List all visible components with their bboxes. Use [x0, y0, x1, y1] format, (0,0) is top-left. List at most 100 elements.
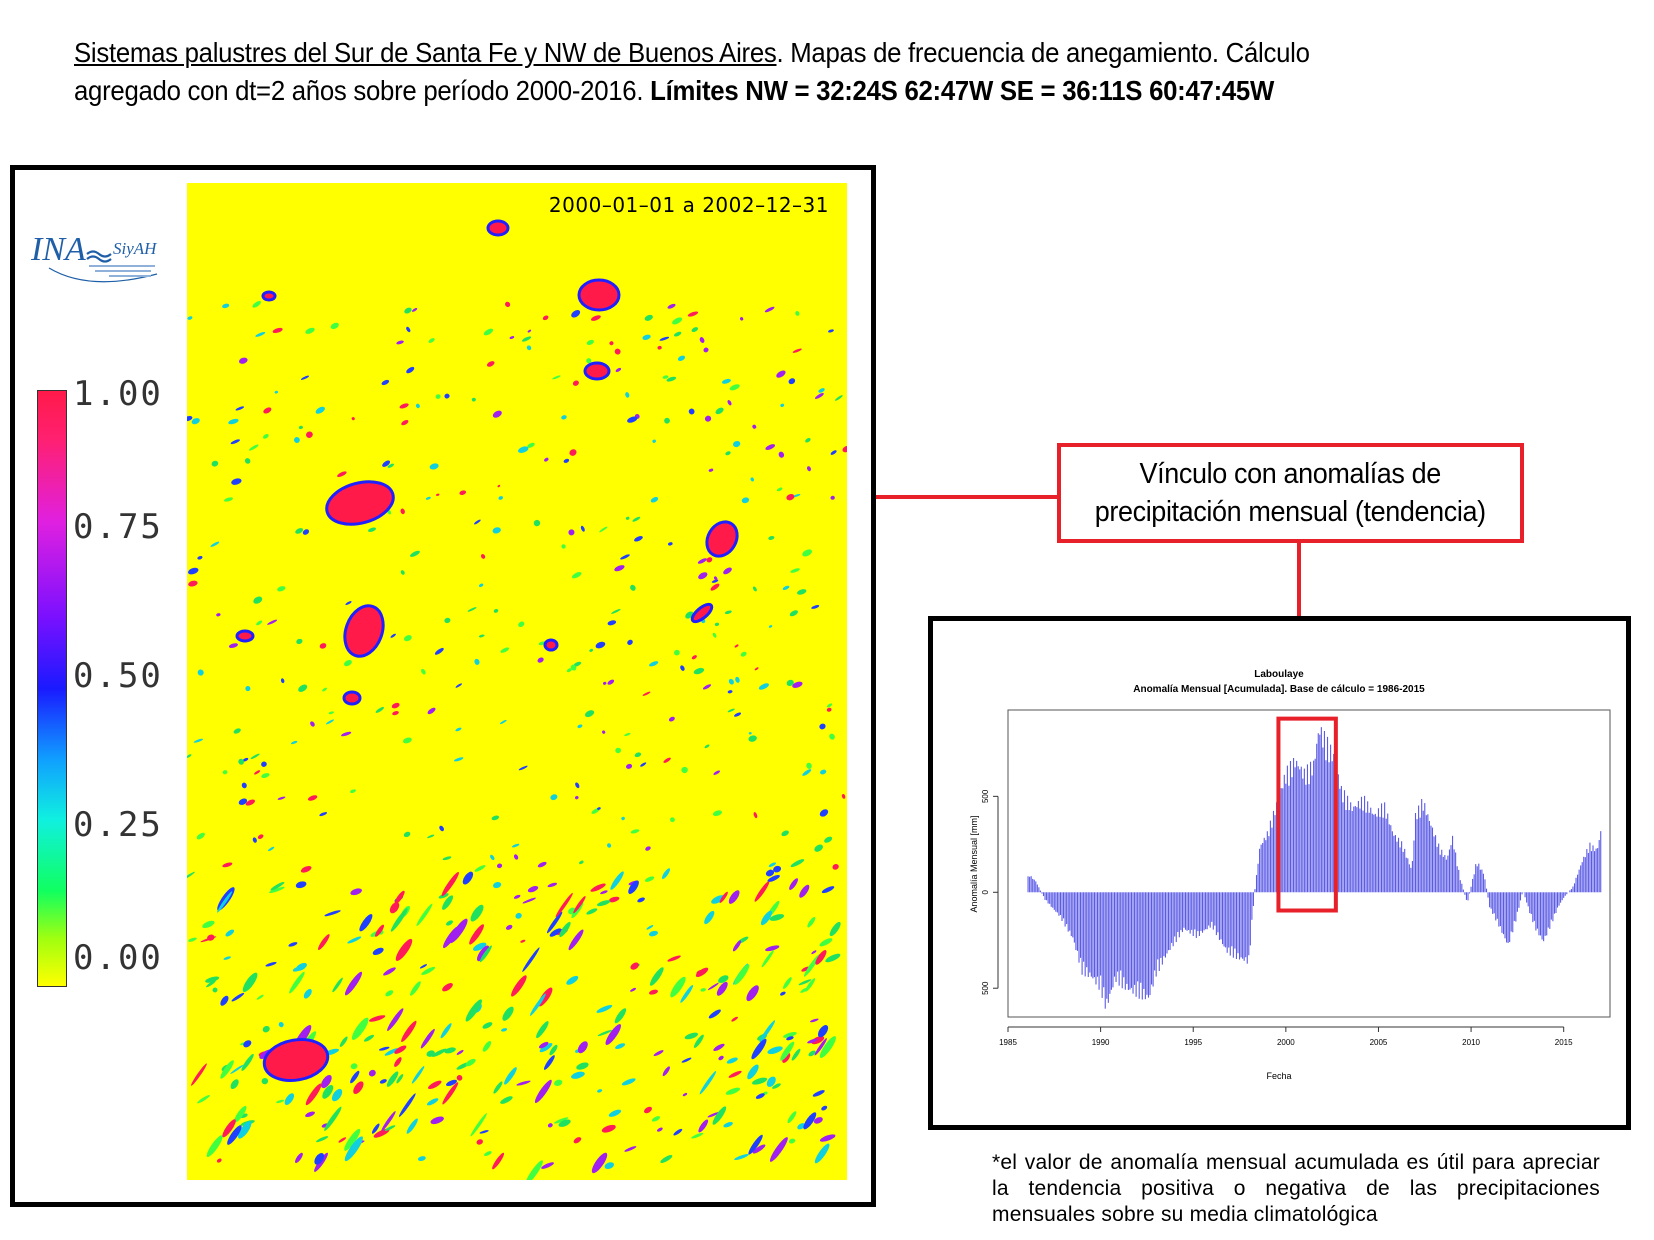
flooded-area — [820, 769, 827, 775]
logo-ina-text: INA — [30, 231, 86, 268]
flooded-area — [663, 757, 671, 763]
flooded-area — [284, 1093, 295, 1105]
flooded-area — [478, 634, 485, 638]
flooded-area — [325, 719, 335, 725]
flooded-area — [396, 340, 404, 345]
flooded-area — [205, 976, 220, 983]
flooded-area — [682, 1092, 688, 1097]
flooded-area — [211, 460, 219, 467]
flooded-area — [566, 975, 579, 985]
flooded-area — [288, 942, 298, 947]
flooded-area — [238, 758, 244, 765]
flooded-area — [842, 445, 847, 453]
flooded-area — [704, 910, 715, 925]
flooded-area — [401, 1020, 417, 1042]
flooded-area — [700, 988, 706, 992]
flooded-area — [830, 495, 835, 500]
flooded-area — [752, 1144, 766, 1154]
flooded-area — [538, 1041, 549, 1049]
flooded-area — [496, 863, 503, 869]
flooded-area — [483, 328, 494, 336]
flooded-area — [614, 565, 625, 572]
flooded-area — [254, 770, 261, 775]
flooded-area — [536, 1021, 549, 1039]
flooded-area — [656, 1127, 663, 1132]
flooded-area — [217, 891, 233, 913]
flooded-area — [677, 355, 685, 362]
flooded-area — [662, 868, 671, 879]
flooded-area — [493, 882, 502, 889]
flooded-area — [474, 519, 481, 525]
flooded-area — [325, 480, 395, 526]
flooded-area — [344, 971, 363, 996]
flooded-area — [573, 661, 582, 667]
flooded-area — [228, 643, 238, 649]
flooded-area — [241, 782, 247, 789]
flooded-area — [814, 844, 823, 852]
flooded-area — [399, 403, 409, 409]
flooded-area — [798, 979, 812, 986]
flooded-area — [416, 903, 433, 926]
flooded-area — [642, 691, 651, 696]
flooded-area — [263, 407, 272, 414]
flooded-area — [746, 985, 759, 1002]
flooded-area — [292, 966, 302, 972]
flooded-area — [511, 843, 520, 848]
flooded-area — [693, 1034, 704, 1048]
flooded-area — [605, 1024, 622, 1045]
flooded-area — [590, 315, 601, 321]
flooded-area — [526, 345, 532, 351]
flooded-area — [537, 861, 547, 868]
flooded-area — [220, 995, 229, 1006]
flooded-area — [187, 567, 199, 575]
flooded-area — [518, 621, 525, 628]
y-tick-label: 0 — [981, 890, 990, 895]
flooded-area — [819, 938, 833, 947]
flooded-area — [379, 1079, 387, 1084]
flooded-area — [589, 648, 593, 652]
flooded-area — [300, 865, 312, 873]
flooded-area — [262, 1038, 330, 1082]
footnote: *el valor de anomalía mensual acumulada … — [992, 1151, 1600, 1226]
flooded-area — [826, 707, 832, 712]
flooded-area — [802, 549, 813, 557]
flooded-area — [453, 757, 464, 762]
flooded-area — [265, 962, 277, 967]
highlight-box — [1276, 716, 1338, 913]
flooded-area — [765, 869, 775, 877]
flooded-area — [791, 1048, 801, 1061]
flooded-area — [235, 406, 245, 411]
flooded-area — [702, 684, 712, 690]
flooded-area — [456, 1075, 463, 1081]
flooded-area — [577, 1041, 588, 1054]
flooded-area — [544, 457, 549, 462]
flooded-area — [815, 950, 827, 965]
flooded-area — [456, 1049, 464, 1055]
flooded-area — [703, 347, 709, 353]
flooded-area — [662, 375, 669, 379]
flooded-area — [808, 1050, 816, 1057]
flooded-area — [829, 921, 841, 937]
flooded-area — [406, 366, 415, 374]
flooded-area — [534, 1079, 552, 1103]
flooded-area — [513, 894, 521, 899]
flooded-area — [712, 1106, 727, 1125]
flooded-area — [697, 558, 707, 564]
flooded-area — [298, 684, 308, 692]
flooded-area — [486, 219, 510, 237]
flooded-area — [657, 345, 662, 350]
flooded-area — [824, 836, 833, 843]
flooded-area — [708, 1009, 721, 1019]
flooded-area — [438, 893, 449, 899]
flooded-area — [425, 496, 431, 500]
flooded-area — [231, 992, 245, 1002]
flooded-area — [305, 327, 315, 334]
flooded-area — [238, 798, 248, 805]
flooded-area — [599, 526, 608, 533]
flooded-area — [295, 528, 304, 534]
flooded-area — [780, 1041, 795, 1061]
legend-label-min: 0.00 — [73, 938, 163, 978]
x-tick-label: 1990 — [1092, 1038, 1110, 1047]
flooded-area — [571, 572, 582, 579]
flooded-area — [521, 336, 532, 342]
